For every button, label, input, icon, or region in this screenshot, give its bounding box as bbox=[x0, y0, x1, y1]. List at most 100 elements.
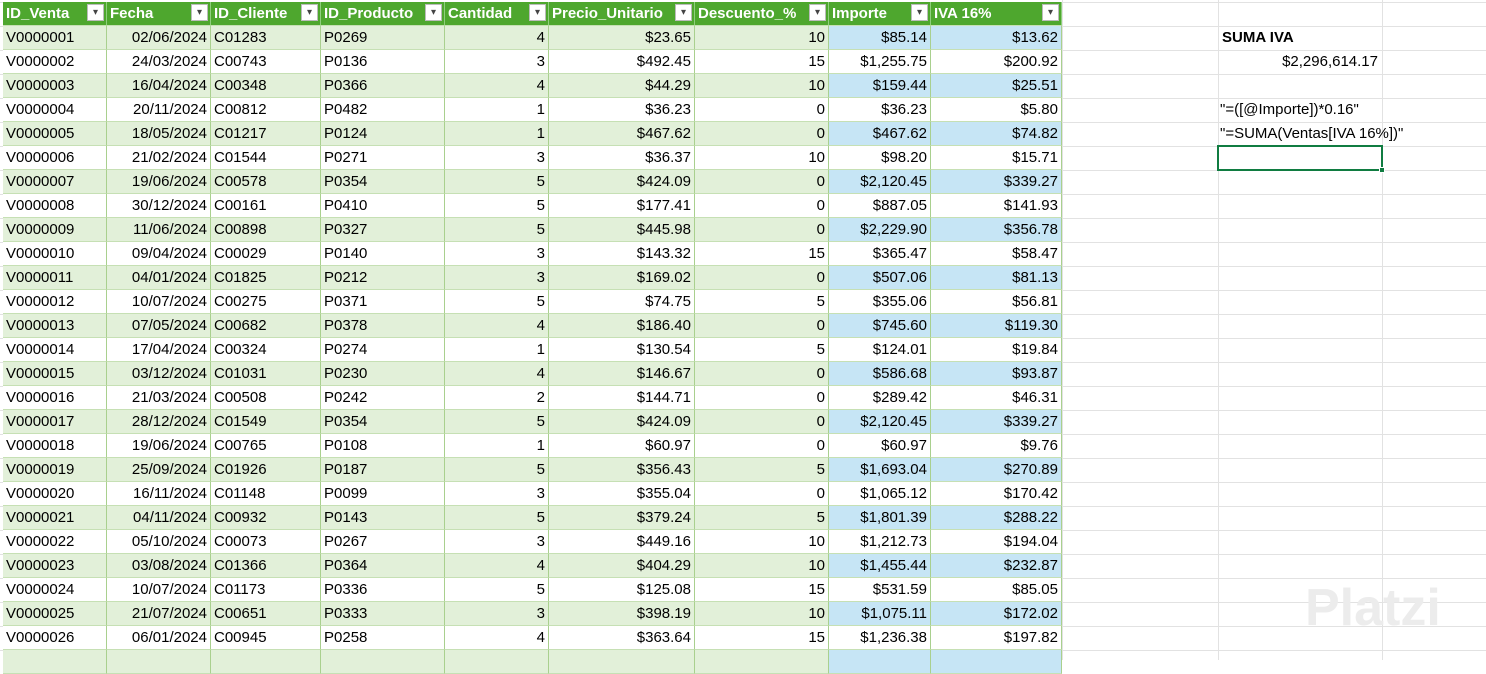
table-cell: V0000020 bbox=[3, 482, 107, 506]
gridline bbox=[1382, 0, 1383, 660]
table-cell: P0371 bbox=[321, 290, 445, 314]
table-cell bbox=[695, 650, 829, 674]
filter-button[interactable]: ▾ bbox=[1042, 4, 1059, 21]
table-cell: C00812 bbox=[211, 98, 321, 122]
table-cell: V0000016 bbox=[3, 386, 107, 410]
table-cell: 11/06/2024 bbox=[107, 218, 211, 242]
table-cell: $186.40 bbox=[549, 314, 695, 338]
filter-button[interactable]: ▾ bbox=[191, 4, 208, 21]
table-cell: V0000012 bbox=[3, 290, 107, 314]
filter-button[interactable]: ▾ bbox=[529, 4, 546, 21]
table-cell: $404.29 bbox=[549, 554, 695, 578]
filter-button[interactable]: ▾ bbox=[911, 4, 928, 21]
table-cell: $81.13 bbox=[931, 266, 1062, 290]
table-cell: C00765 bbox=[211, 434, 321, 458]
table-cell: $339.27 bbox=[931, 170, 1062, 194]
table-cell: $445.98 bbox=[549, 218, 695, 242]
table-cell: C01173 bbox=[211, 578, 321, 602]
table-cell: 09/04/2024 bbox=[107, 242, 211, 266]
watermark: Platzi bbox=[1305, 579, 1441, 637]
fill-handle[interactable] bbox=[1379, 167, 1385, 173]
table-cell: P0267 bbox=[321, 530, 445, 554]
table-cell: $507.06 bbox=[829, 266, 931, 290]
column-header: Descuento_% bbox=[695, 2, 829, 26]
table-cell: $2,229.90 bbox=[829, 218, 931, 242]
table-cell: 17/04/2024 bbox=[107, 338, 211, 362]
table-cell bbox=[321, 650, 445, 674]
table-cell: 0 bbox=[695, 386, 829, 410]
table-cell: P0366 bbox=[321, 74, 445, 98]
table-cell: $60.97 bbox=[829, 434, 931, 458]
table-cell: P0482 bbox=[321, 98, 445, 122]
table-cell: $159.44 bbox=[829, 74, 931, 98]
table-cell: 4 bbox=[445, 626, 549, 650]
table-cell: 04/11/2024 bbox=[107, 506, 211, 530]
table-cell: 30/12/2024 bbox=[107, 194, 211, 218]
table-cell: 4 bbox=[445, 362, 549, 386]
table-cell: $74.75 bbox=[549, 290, 695, 314]
table-cell: 0 bbox=[695, 122, 829, 146]
table-cell: $177.41 bbox=[549, 194, 695, 218]
table-cell: $169.02 bbox=[549, 266, 695, 290]
table-cell: 10 bbox=[695, 74, 829, 98]
table-cell: P0187 bbox=[321, 458, 445, 482]
table-cell: $194.04 bbox=[931, 530, 1062, 554]
table-cell: 3 bbox=[445, 530, 549, 554]
table-cell: 15 bbox=[695, 50, 829, 74]
table-cell: 5 bbox=[445, 170, 549, 194]
table-cell: $46.31 bbox=[931, 386, 1062, 410]
formula-iva: "=([@Importe])*0.16" bbox=[1220, 101, 1359, 118]
table-cell: 19/06/2024 bbox=[107, 170, 211, 194]
table-cell: P0258 bbox=[321, 626, 445, 650]
table-cell: $143.32 bbox=[549, 242, 695, 266]
selected-cell[interactable] bbox=[1217, 145, 1383, 171]
table-cell: 2 bbox=[445, 386, 549, 410]
table-cell: $379.24 bbox=[549, 506, 695, 530]
table-cell: 24/03/2024 bbox=[107, 50, 211, 74]
table-cell: $19.84 bbox=[931, 338, 1062, 362]
table-cell: 0 bbox=[695, 194, 829, 218]
table-cell: P0143 bbox=[321, 506, 445, 530]
table-cell: $355.04 bbox=[549, 482, 695, 506]
table-cell: 5 bbox=[445, 410, 549, 434]
filter-button[interactable]: ▾ bbox=[87, 4, 104, 21]
filter-button[interactable]: ▾ bbox=[675, 4, 692, 21]
table-cell: $74.82 bbox=[931, 122, 1062, 146]
table-cell: $1,801.39 bbox=[829, 506, 931, 530]
table-cell: 05/10/2024 bbox=[107, 530, 211, 554]
table-cell: $56.81 bbox=[931, 290, 1062, 314]
table-cell: $44.29 bbox=[549, 74, 695, 98]
table-cell: 10 bbox=[695, 26, 829, 50]
table-cell: 5 bbox=[445, 578, 549, 602]
table-cell: $449.16 bbox=[549, 530, 695, 554]
table-cell: $1,212.73 bbox=[829, 530, 931, 554]
table-cell: $172.02 bbox=[931, 602, 1062, 626]
table-cell: $1,693.04 bbox=[829, 458, 931, 482]
filter-button[interactable]: ▾ bbox=[301, 4, 318, 21]
filter-button[interactable]: ▾ bbox=[425, 4, 442, 21]
table-cell: 04/01/2024 bbox=[107, 266, 211, 290]
table-cell: P0230 bbox=[321, 362, 445, 386]
table-cell: 25/09/2024 bbox=[107, 458, 211, 482]
sum-value: $2,296,614.17 bbox=[1282, 53, 1378, 70]
filter-button[interactable]: ▾ bbox=[809, 4, 826, 21]
table-cell: $1,455.44 bbox=[829, 554, 931, 578]
table-cell: P0099 bbox=[321, 482, 445, 506]
table-cell: 4 bbox=[445, 554, 549, 578]
table-cell: C00651 bbox=[211, 602, 321, 626]
table-cell: $365.47 bbox=[829, 242, 931, 266]
table-cell: V0000024 bbox=[3, 578, 107, 602]
table-cell: V0000010 bbox=[3, 242, 107, 266]
table-cell: $1,236.38 bbox=[829, 626, 931, 650]
table-cell: 0 bbox=[695, 218, 829, 242]
table-cell: V0000015 bbox=[3, 362, 107, 386]
table-cell: V0000014 bbox=[3, 338, 107, 362]
table-cell: 5 bbox=[695, 290, 829, 314]
table-cell: 3 bbox=[445, 482, 549, 506]
table-cell: C00324 bbox=[211, 338, 321, 362]
table-cell: C01825 bbox=[211, 266, 321, 290]
table-cell bbox=[3, 650, 107, 674]
table-cell: V0000018 bbox=[3, 434, 107, 458]
table-cell: P0354 bbox=[321, 410, 445, 434]
table-cell: V0000001 bbox=[3, 26, 107, 50]
